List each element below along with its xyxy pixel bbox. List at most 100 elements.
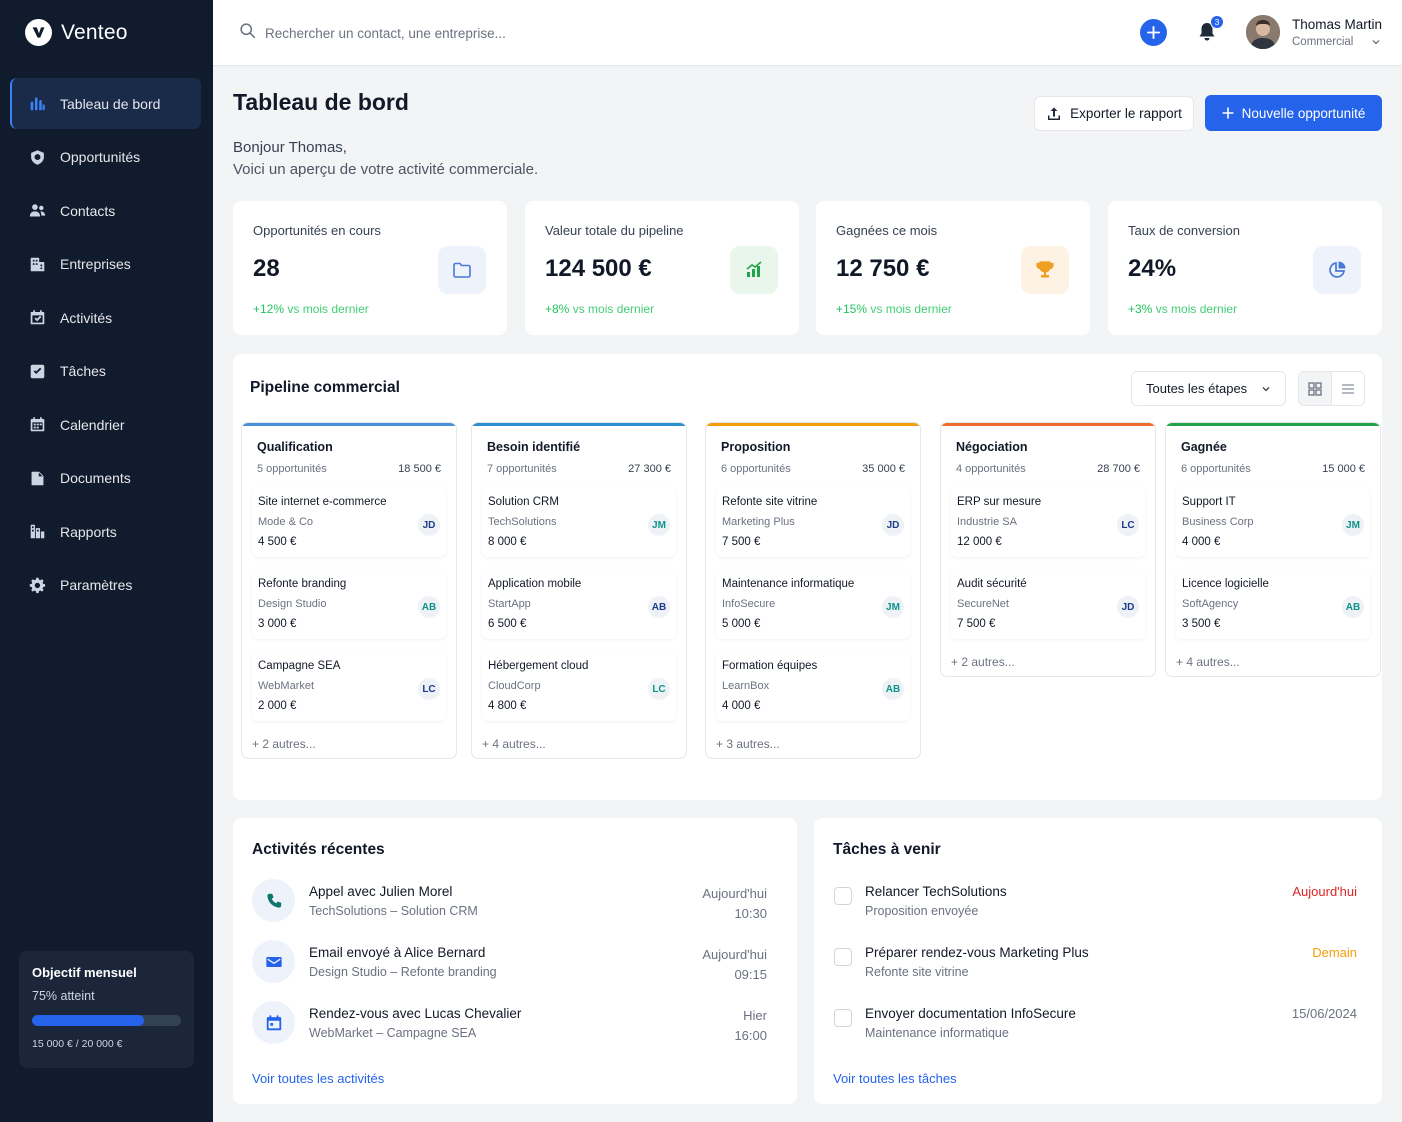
phone-icon [252, 879, 295, 922]
sidebar-item-dashboard[interactable]: Tableau de bord [10, 78, 201, 129]
stage-filter-value: Toutes les étapes [1146, 381, 1248, 396]
view-toggle [1298, 371, 1365, 406]
all-tasks-link[interactable]: Voir toutes les tâches [833, 1071, 957, 1086]
column-color-bar [1166, 423, 1380, 426]
kpi-card-open-opportunities: Opportunités en cours 28 +12% vs mois de… [233, 201, 507, 335]
monthly-goal-card: Objectif mensuel 75% atteint 15 000 € / … [19, 951, 194, 1068]
sidebar-item-companies[interactable]: Entreprises [10, 239, 201, 290]
notification-badge: 3 [1210, 15, 1224, 29]
task-checkbox[interactable] [834, 1009, 852, 1027]
owner-badge: JD [882, 514, 904, 536]
sidebar-item-calendar[interactable]: Calendrier [10, 399, 201, 450]
shield-icon [28, 148, 46, 166]
owner-badge: JM [1342, 514, 1364, 536]
column-color-bar [706, 423, 920, 426]
new-opportunity-button[interactable]: Nouvelle opportunité [1205, 95, 1382, 131]
sidebar-item-contacts[interactable]: Contacts [10, 185, 201, 236]
deal-name: Formation équipes [722, 660, 818, 672]
sidebar-item-tasks[interactable]: Tâches [10, 346, 201, 397]
pie-chart-icon [1313, 246, 1361, 294]
kpi-delta: +15% vs mois dernier [836, 302, 1070, 316]
user-name: Thomas Martin [1292, 16, 1383, 32]
sidebar-item-settings[interactable]: Paramètres [10, 560, 201, 611]
more-deals-link[interactable]: + 4 autres... [1176, 655, 1240, 669]
kanban-view-button[interactable] [1299, 372, 1332, 405]
deal-company: WebMarket [258, 680, 315, 692]
deal-card[interactable]: Hébergement cloud CloudCorp 4 800 € LC [482, 651, 676, 721]
mail-icon [252, 940, 295, 983]
deal-company: Design Studio [258, 598, 327, 610]
task-checkbox[interactable] [834, 887, 852, 905]
column-amount: 27 300 € [628, 463, 671, 475]
deal-card[interactable]: Formation équipes LearnBox 4 000 € AB [716, 651, 910, 721]
goal-amount: 15 000 € / 20 000 € [32, 1038, 123, 1050]
topbar: 3 Thomas Martin Commercial [213, 0, 1402, 66]
deal-name: Solution CRM [488, 496, 559, 508]
column-name: Qualification [257, 440, 333, 454]
deal-card[interactable]: Solution CRM TechSolutions 8 000 € JM [482, 487, 676, 557]
sidebar-item-label: Tâches [60, 363, 106, 379]
deal-card[interactable]: Campagne SEA WebMarket 2 000 € LC [252, 651, 446, 721]
activity-time: Hier 16:00 [734, 1006, 767, 1046]
activity-day: Aujourd'hui [702, 886, 767, 901]
deal-card[interactable]: Licence logicielle SoftAgency 3 500 € AB [1176, 569, 1370, 639]
more-deals-link[interactable]: + 3 autres... [716, 737, 780, 751]
quick-add-button[interactable] [1140, 19, 1167, 46]
sidebar-item-label: Calendrier [60, 416, 125, 433]
search-input[interactable] [265, 25, 665, 41]
deal-card[interactable]: Site internet e-commerce Mode & Co 4 500 €… [252, 487, 446, 557]
activity-hour: 09:15 [734, 967, 767, 982]
sidebar-item-label: Entreprises [60, 256, 131, 272]
task-subtitle: Maintenance informatique [865, 1026, 1009, 1040]
deal-card[interactable]: Refonte branding Design Studio 3 000 € AB [252, 569, 446, 639]
activity-item[interactable]: Rendez-vous avec Lucas Chevalier WebMark… [252, 1001, 767, 1047]
deal-card[interactable]: Audit sécurité SecureNet 7 500 € JD [951, 569, 1145, 639]
more-deals-link[interactable]: + 2 autres... [252, 737, 316, 751]
sidebar-item-opportunities[interactable]: Opportunités [10, 132, 201, 183]
activity-day: Hier [743, 1008, 767, 1023]
deal-card[interactable]: Refonte site vitrine Marketing Plus 7 500 … [716, 487, 910, 557]
list-icon [1342, 383, 1354, 394]
more-deals-link[interactable]: + 4 autres... [482, 737, 546, 751]
kpi-value: 12 750 € [836, 255, 930, 282]
sidebar-item-reports[interactable]: Rapports [10, 506, 201, 557]
sidebar-item-documents[interactable]: Documents [10, 453, 201, 504]
activity-hour: 16:00 [734, 1028, 767, 1043]
task-due: Demain [1312, 945, 1357, 960]
activity-item[interactable]: Email envoyé à Alice Bernard Design Stud… [252, 940, 767, 986]
kpi-value: 124 500 € [545, 255, 652, 282]
stage-filter-select[interactable]: Toutes les étapes [1131, 371, 1286, 406]
kpi-card-pipeline-value: Valeur totale du pipeline 124 500 € +8% … [525, 201, 799, 335]
folder-icon [438, 246, 486, 294]
more-deals-link[interactable]: + 2 autres... [951, 655, 1015, 669]
deal-card[interactable]: Maintenance informatique InfoSecure 5 000 … [716, 569, 910, 639]
logo[interactable]: Venteo [25, 19, 128, 46]
deal-company: Business Corp [1182, 516, 1254, 528]
activity-subtitle: TechSolutions – Solution CRM [309, 904, 478, 918]
notifications-button[interactable]: 3 [1197, 15, 1224, 43]
kpi-delta: +8% vs mois dernier [545, 302, 779, 316]
chart-bar-icon [28, 95, 46, 113]
column-color-bar [941, 423, 1155, 426]
deal-card[interactable]: Support IT Business Corp 4 000 € JM [1176, 487, 1370, 557]
owner-badge: LC [418, 678, 440, 700]
all-activities-link[interactable]: Voir toutes les activités [252, 1071, 385, 1086]
deal-card[interactable]: ERP sur mesure Industrie SA 12 000 € LC [951, 487, 1145, 557]
activity-item[interactable]: Appel avec Julien Morel TechSolutions – … [252, 879, 767, 925]
deal-name: Hébergement cloud [488, 660, 589, 672]
export-report-button[interactable]: Exporter le rapport [1034, 96, 1194, 131]
list-view-button[interactable] [1332, 372, 1364, 405]
deal-card[interactable]: Application mobile StartApp 6 500 € AB [482, 569, 676, 639]
column-meta: 6 opportunités 15 000 € [1181, 463, 1365, 475]
deal-company: Marketing Plus [722, 516, 795, 528]
column-name: Gagnée [1181, 440, 1227, 454]
user-menu[interactable]: Thomas Martin Commercial [1246, 15, 1382, 49]
goal-progress-label: 75% atteint [32, 989, 95, 1003]
new-opportunity-label: Nouvelle opportunité [1241, 105, 1366, 121]
task-checkbox[interactable] [834, 948, 852, 966]
kpi-delta: +3% vs mois dernier [1128, 302, 1362, 316]
deal-name: ERP sur mesure [957, 496, 1042, 508]
sidebar-item-activities[interactable]: Activités [10, 292, 201, 343]
venteo-logo-icon [25, 19, 52, 46]
kpi-label: Taux de conversion [1128, 223, 1241, 238]
